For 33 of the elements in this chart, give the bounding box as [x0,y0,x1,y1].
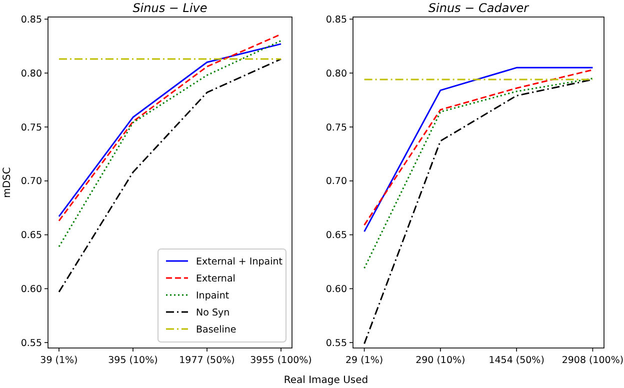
y-tick-label: 0.85 [20,14,42,26]
y-tick-label: 0.85 [326,14,347,26]
y-tick-label: 0.55 [20,338,42,349]
x-tick-label: 29 (1%) [346,355,384,366]
legend-label: Baseline [196,324,236,336]
x-tick-label: 290 (10%) [416,355,466,366]
y-tick-label: 0.80 [326,68,347,80]
legend-label: External + Inpaint [196,256,283,268]
legend-label: Inpaint [196,290,230,302]
legend-label: External [196,273,236,284]
x-tick-label: 39 (1%) [40,355,78,366]
line-series [364,78,594,269]
y-axis-title: mDSC [2,167,13,198]
y-tick-label: 0.80 [20,68,42,80]
y-tick-label: 0.60 [326,284,347,296]
y-tick-label: 0.70 [326,176,347,188]
y-tick-label: 0.75 [20,122,42,134]
y-tick-label: 0.75 [326,122,347,134]
line-series [58,58,282,293]
x-tick-label: 1977 (50%) [179,355,235,366]
chart-title: Sinus − Live [132,1,208,15]
x-axis-title: Real Image Used [284,375,368,386]
x-tick-label: 3955 (100%) [250,355,312,366]
y-tick-label: 0.65 [20,230,42,242]
y-tick-label: 0.60 [20,284,42,296]
y-tick-label: 0.65 [326,230,347,242]
legend-label: No Syn [196,307,230,318]
x-tick-label: 1454 (50%) [488,355,544,366]
y-tick-label: 0.70 [20,176,42,188]
x-tick-label: 395 (10%) [108,355,158,366]
chart-title: Sinus − Cadaver [428,1,530,15]
x-tick-label: 2908 (100%) [562,355,624,366]
y-tick-label: 0.55 [326,338,347,349]
